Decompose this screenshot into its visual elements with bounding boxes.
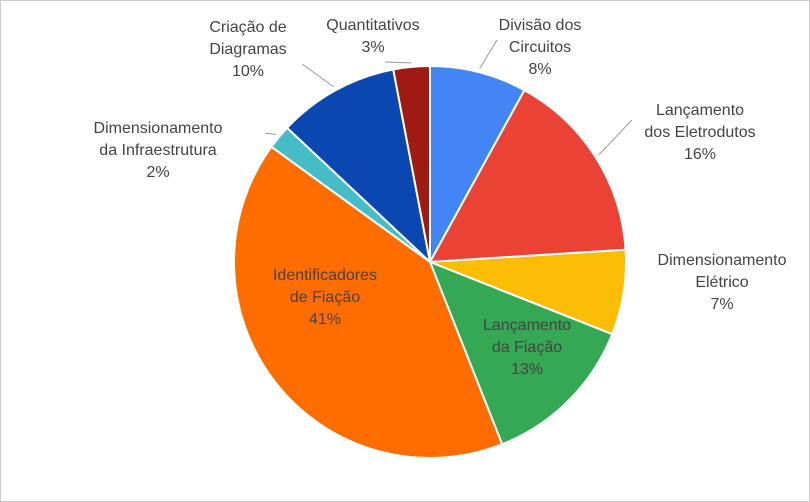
label-line: da Infraestrutura [99, 142, 217, 159]
leader-line [479, 39, 498, 69]
slice-label: Divisão dos Circuitos 8% [499, 17, 582, 78]
label-line: Lançamento [656, 102, 744, 119]
label-line: de Fiação [290, 289, 360, 306]
label-line: dos Eletrodutos [644, 124, 755, 141]
pie-slice [392, 64, 431, 263]
slice-label: Lançamento da Fiação 13% [483, 317, 571, 378]
slice-label: Criação de Diagramas 10% [209, 19, 286, 80]
leader-line [598, 119, 633, 156]
value-label: 3% [361, 39, 384, 56]
category-label: Quantitativos [326, 17, 419, 34]
value-label: 10% [232, 63, 264, 80]
slice-label: Lançamento dos Eletrodutos 16% [644, 102, 755, 163]
category-label: Lançamento dos Eletrodutos [644, 102, 755, 141]
category-label: Dimensionamento Elétrico [658, 252, 787, 291]
label-line: Diagramas [209, 41, 286, 58]
label-line: Lançamento [483, 317, 571, 334]
label-line: Dimensionamento [658, 252, 787, 269]
label-line: Elétrico [695, 274, 748, 291]
category-label: Lançamento da Fiação [483, 317, 571, 356]
label-line: Criação de [209, 19, 286, 36]
pie-slice [233, 145, 504, 459]
leader-line [264, 132, 276, 136]
category-label: Identificadores de Fiação [273, 267, 377, 306]
value-label: 8% [528, 61, 551, 78]
slice-label: Quantitativos 3% [326, 17, 419, 56]
pie-slice [428, 260, 614, 446]
label-line: Dimensionamento [94, 120, 223, 137]
value-label: 41% [309, 311, 341, 328]
label-line: Quantitativos [326, 17, 419, 34]
value-label: 7% [710, 296, 733, 313]
category-label: Criação de Diagramas [209, 19, 286, 58]
leader-line [301, 63, 334, 88]
slice-label: Dimensionamento Elétrico 7% [658, 252, 787, 313]
value-label: 2% [146, 164, 169, 181]
slice-label: Dimensionamento da Infraestrutura 2% [94, 120, 223, 181]
pie-slice [428, 88, 627, 264]
category-label: Dimensionamento da Infraestrutura [94, 120, 223, 159]
label-line: Circuitos [509, 39, 571, 56]
category-label: Divisão dos Circuitos [499, 17, 582, 56]
label-line: Divisão dos [499, 17, 582, 34]
label-line: da Fiação [492, 339, 562, 356]
value-label: 16% [684, 146, 716, 163]
label-line: Identificadores [273, 267, 377, 284]
pie-slice [429, 64, 526, 263]
leader-line [384, 61, 412, 64]
slice-label: Identificadores de Fiação 41% [273, 267, 377, 328]
pie-slice [285, 68, 432, 265]
value-label: 13% [511, 361, 543, 378]
